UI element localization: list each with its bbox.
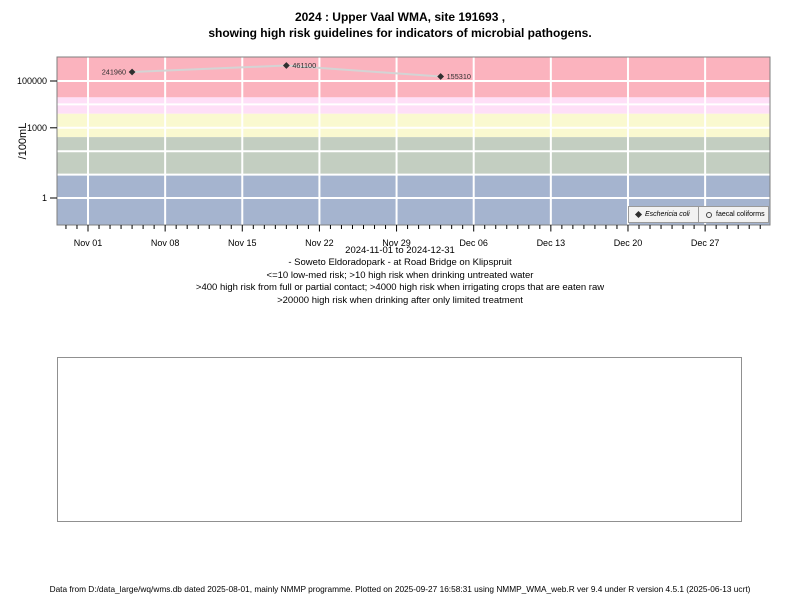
site-description: - Soweto Eldoradopark - at Road Bridge o…	[288, 257, 512, 269]
data-point-label: 241960	[102, 68, 126, 77]
data-point-marker	[128, 68, 136, 76]
data-point-label: 155310	[447, 72, 471, 81]
x-tick-label: Dec 13	[537, 238, 566, 248]
chart-plot-area: 241960 461100 155310 100000 1000 1 Nov 01 Nov 0…	[17, 56, 771, 248]
legend-label: faecal coliforms	[716, 211, 765, 218]
legend-item-escherichia-coli: Eschericia coli	[629, 207, 698, 222]
y-axis-label: /100mL	[17, 123, 29, 160]
risk-band-high-risk-contact	[57, 113, 770, 138]
x-tick-label: Nov 29	[382, 238, 411, 248]
chart-legend: Eschericia coli faecal coliforms	[628, 206, 769, 223]
risk-band-high-risk-untreated-water	[57, 137, 770, 175]
legend-label: Eschericia coli	[645, 211, 690, 218]
x-tick-label: Nov 15	[228, 238, 257, 248]
risk-band-high-risk-limited-treatment	[57, 57, 770, 98]
y-tick-label: 100000	[17, 76, 47, 86]
chart-title-line1: 2024 : Upper Vaal WMA, site 191693 ,	[294, 10, 506, 24]
plot-border	[56, 56, 771, 226]
empty-panel	[57, 357, 742, 522]
data-point-marker	[437, 73, 445, 80]
x-tick-label: Nov 01	[74, 238, 103, 248]
y-tick-label: 1000	[27, 123, 47, 133]
chart-captions: 2024-11-01 to 2024-12-31 - Soweto Eldora…	[0, 245, 800, 307]
x-tick-label: Nov 22	[305, 238, 334, 248]
filled-diamond-icon	[634, 210, 643, 219]
chart-title-line2: showing high risk guidelines for indicat…	[208, 26, 592, 40]
x-tick-label: Dec 27	[691, 238, 720, 248]
guideline-line-3: >20000 high risk when drinking after onl…	[277, 294, 523, 306]
data-point-label: 461100	[292, 61, 316, 70]
open-circle-icon	[706, 211, 712, 218]
x-tick-label: Dec 20	[614, 238, 643, 248]
guideline-line-1: <=10 low-med risk; >10 high risk when dr…	[266, 269, 534, 281]
y-tick-label: 1	[42, 193, 47, 203]
chart-title: 2024 : Upper Vaal WMA, site 191693 , sho…	[0, 9, 800, 41]
footer-provenance-text: Data from D:/data_large/wq/wms.db dated …	[49, 584, 751, 594]
data-point-marker	[282, 62, 290, 69]
x-axis-range-label: 2024-11-01 to 2024-12-31	[345, 245, 455, 256]
x-tick-label: Nov 08	[151, 238, 180, 248]
x-tick-label: Dec 06	[459, 238, 488, 248]
guideline-line-2: >400 high risk from full or partial cont…	[195, 282, 605, 294]
legend-item-faecal-coliforms: faecal coliforms	[698, 207, 768, 222]
risk-band-high-risk-irrigation	[57, 97, 770, 114]
